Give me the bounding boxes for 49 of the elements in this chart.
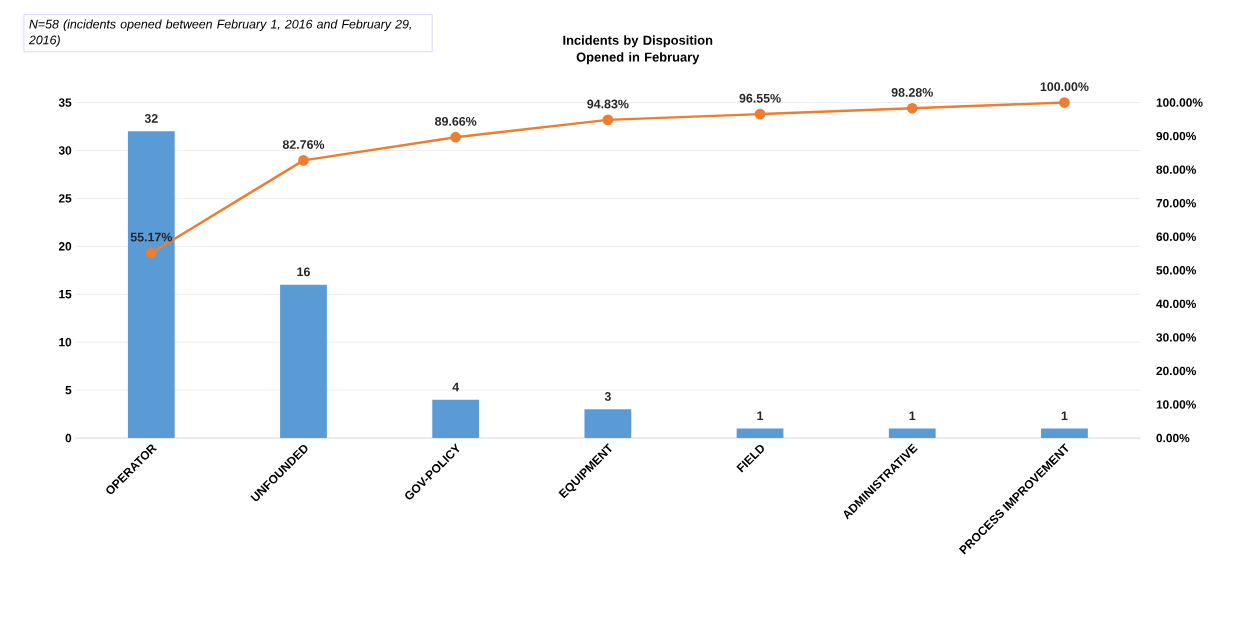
bar (584, 409, 632, 438)
point (298, 154, 309, 166)
y-tick-label: 0 (65, 433, 72, 443)
y-tick-label: 35 (58, 98, 72, 107)
y-tick-label: 30 (58, 146, 72, 155)
bar (736, 428, 784, 438)
y2-tick-label: 50.00% (1156, 265, 1197, 275)
y2-tick-label: 100.00% (1156, 98, 1203, 107)
y2-tick-label: 60.00% (1156, 232, 1197, 241)
bar (127, 131, 175, 438)
chart-title: Incidents by Disposition Opened in February (563, 35, 713, 65)
point (450, 131, 462, 143)
data-label: 1 (757, 411, 764, 420)
y2-tick-label: 90.00% (1156, 131, 1197, 141)
y-tick-label: 25 (58, 194, 72, 203)
y-tick-label: 5 (65, 385, 72, 395)
point (145, 247, 157, 259)
data-label: 100.00% (1040, 82, 1089, 91)
bar (280, 284, 327, 438)
point (906, 102, 918, 114)
data-label: 96.55% (739, 93, 781, 103)
point (1059, 97, 1070, 108)
bar (888, 428, 936, 438)
data-label: 98.28% (891, 87, 933, 97)
y2-tick-label: 30.00% (1156, 333, 1197, 342)
y2-tick-label: 0.00% (1156, 433, 1190, 443)
data-label: 3 (604, 391, 611, 401)
data-label: 1 (1061, 411, 1068, 420)
point (602, 114, 614, 126)
data-label: 4 (452, 382, 460, 392)
data-label: 1 (909, 411, 916, 420)
bar (1041, 428, 1088, 438)
y-tick-label: 15 (59, 290, 72, 299)
data-label: 16 (297, 267, 310, 277)
text: N=58 (incidents opened between February 1, 2016 and February 29, 2016) (28, 19, 411, 47)
y2-tick-label: 40.00% (1156, 299, 1197, 308)
data-label: 55.17% (130, 232, 172, 242)
y-tick-label: 20 (58, 242, 72, 251)
bar (432, 399, 480, 438)
data-label: 82.76% (282, 140, 325, 149)
y2-tick-label: 80.00% (1156, 165, 1197, 174)
y2-tick-label: 10.00% (1156, 400, 1197, 409)
y2-tick-label: 70.00% (1156, 198, 1197, 208)
data-label: 32 (144, 113, 158, 123)
data-label: 94.83% (587, 99, 629, 109)
point (754, 108, 766, 120)
y2-tick-label: 20.00% (1156, 366, 1197, 376)
y-tick-label: 10 (59, 337, 72, 347)
data-label: 89.66% (435, 116, 477, 126)
